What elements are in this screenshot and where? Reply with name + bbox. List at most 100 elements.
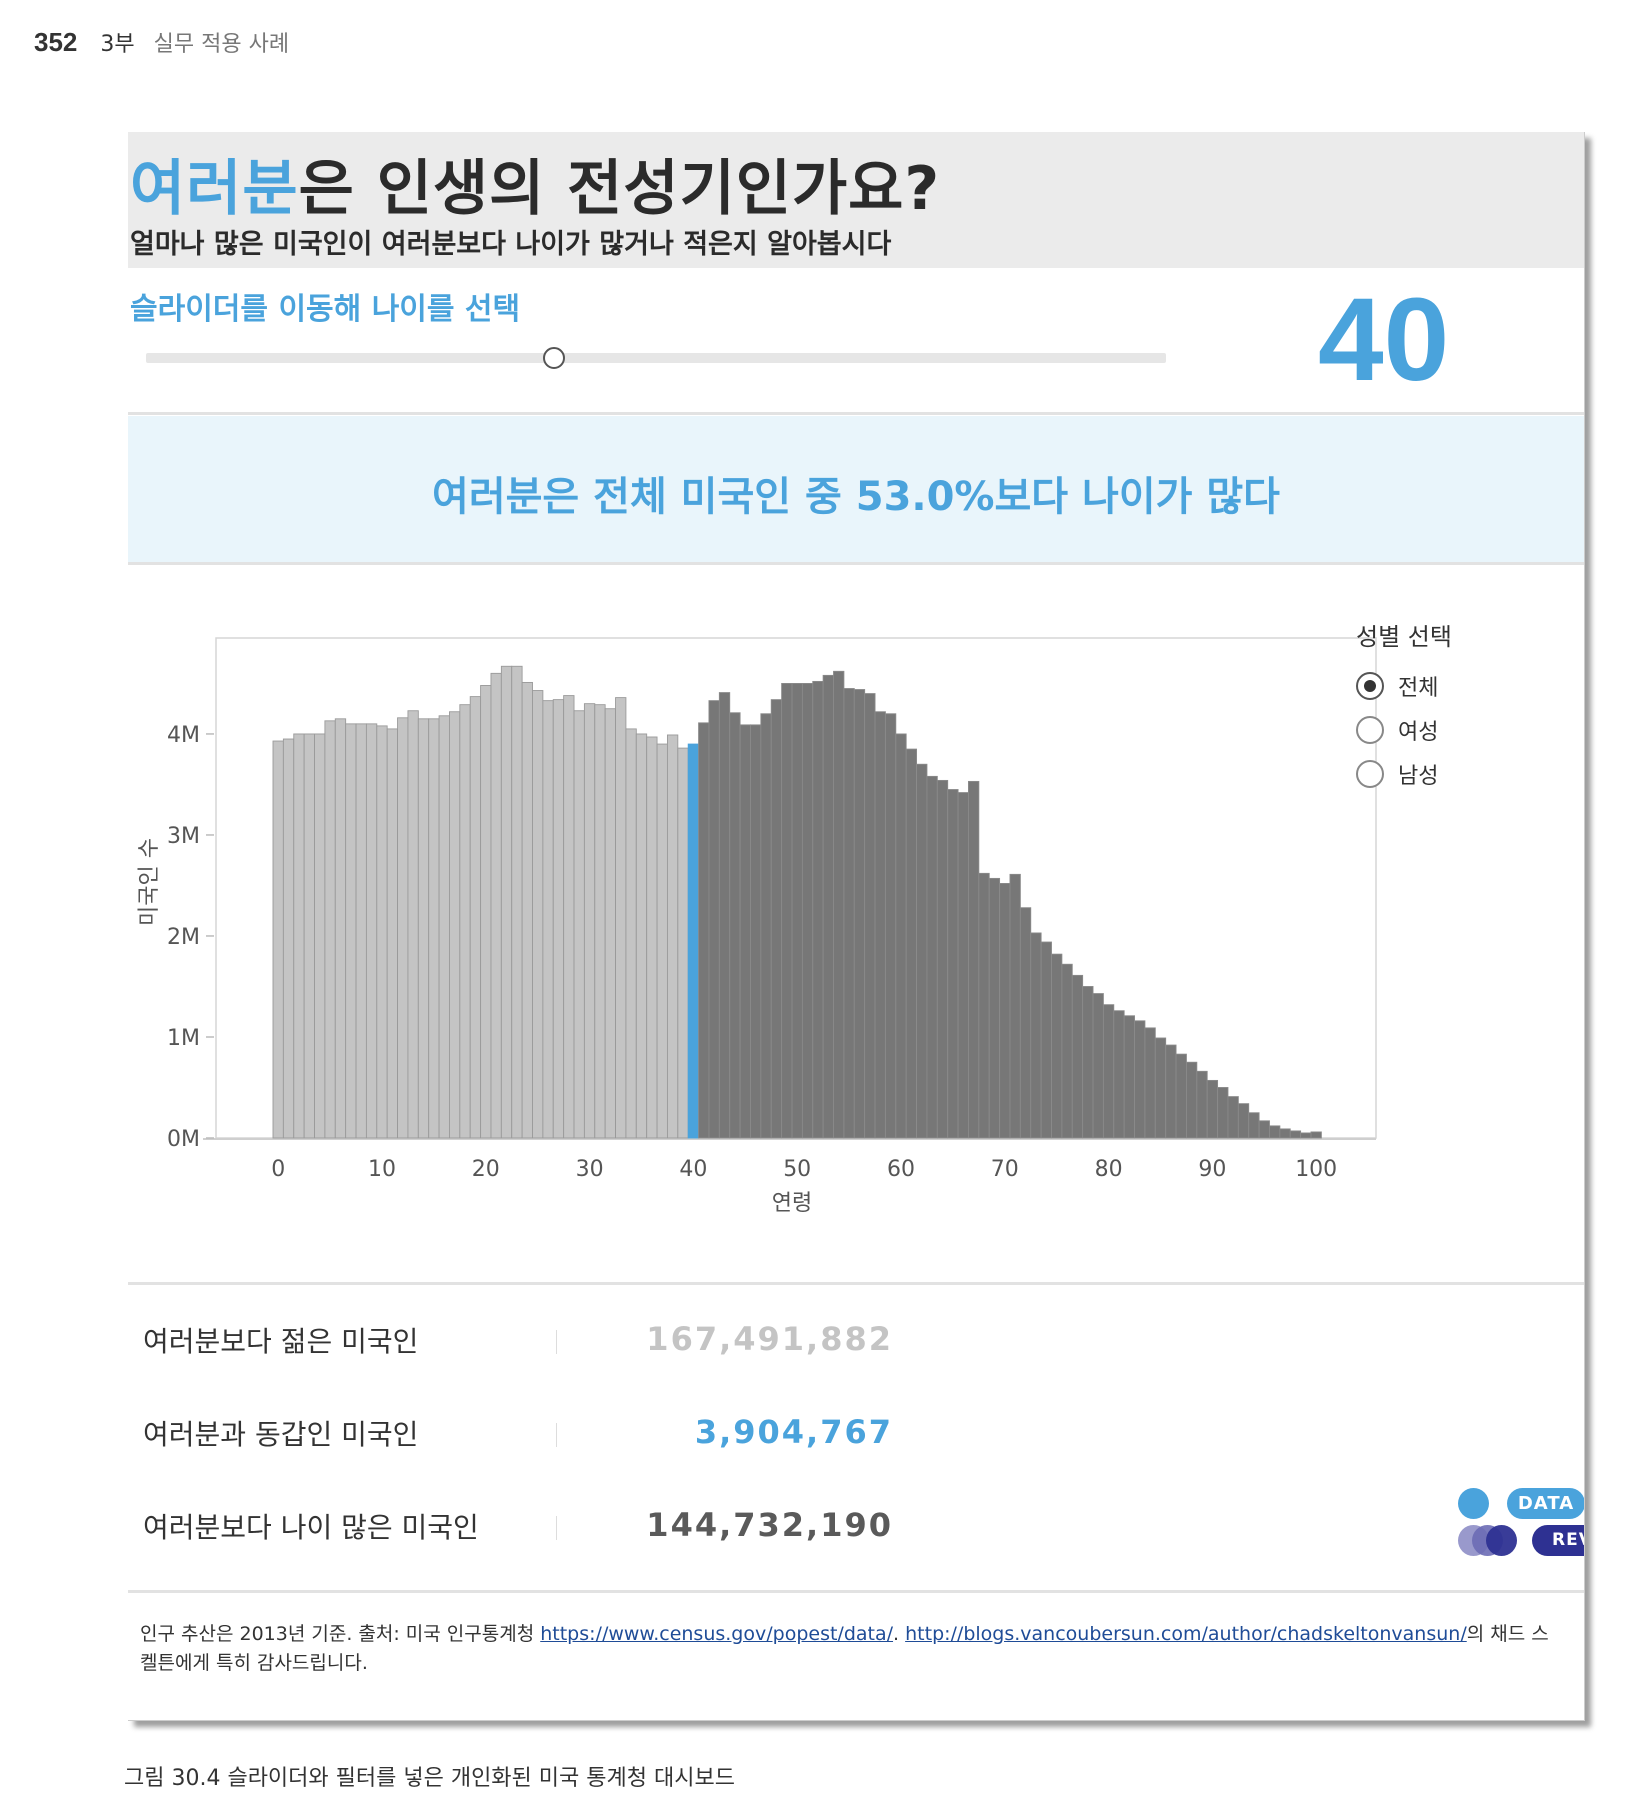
histogram-bar (334, 718, 347, 1139)
histogram-bar (656, 743, 668, 1139)
histogram-bar (1030, 932, 1042, 1139)
age-slider-handle[interactable] (543, 347, 565, 369)
histogram-bar (1175, 1053, 1187, 1139)
histogram-bar (947, 789, 959, 1139)
histogram-bar (303, 733, 315, 1139)
histogram-bar (801, 682, 814, 1139)
histogram-bar (1019, 907, 1032, 1139)
histogram-bar (833, 670, 845, 1139)
stat-value: 3,904,767 (694, 1413, 893, 1451)
histogram-bar (1310, 1131, 1322, 1139)
histogram-bar (272, 740, 284, 1139)
y-tick-label: 1M (167, 1026, 200, 1051)
y-tick-label: 0M (167, 1127, 200, 1152)
histogram-bar (677, 747, 689, 1139)
histogram-bar (822, 674, 834, 1139)
result-banner: 여러분은 전체 미국인 중 53.0%보다 나이가 많다 (128, 416, 1584, 562)
histogram-bar (1154, 1037, 1167, 1139)
gender-option-male[interactable]: 남성 (1356, 752, 1452, 796)
histogram-bar (1258, 1120, 1270, 1139)
histogram-bar (1196, 1070, 1208, 1139)
histogram-bar (999, 883, 1011, 1139)
histogram-bar (438, 715, 450, 1139)
histogram-bar (1227, 1096, 1239, 1139)
histogram-bar (1269, 1125, 1281, 1139)
histogram-bar (615, 697, 627, 1139)
histogram-bar (1123, 1015, 1135, 1139)
histogram-bar (417, 718, 430, 1139)
title-rest: 은 인생의 전성기인가요? (298, 154, 941, 224)
histogram-bar (563, 695, 575, 1139)
footnote-text: 인구 추산은 2013년 기준. 출처: 미국 인구통계청 (140, 1623, 541, 1645)
histogram-bar (1185, 1061, 1198, 1139)
x-axis-label: 연령 (772, 1191, 812, 1216)
vancouver-sun-link[interactable]: http://blogs.vancoubersun.com/author/cha… (905, 1623, 1467, 1645)
stat-row-older: 여러분보다 나이 많은 미국인 144,732,190 (143, 1506, 1043, 1546)
radio-button[interactable] (1356, 716, 1384, 744)
histogram-bar (1102, 1004, 1115, 1139)
x-tick-label: 50 (783, 1157, 811, 1182)
dashboard-subtitle: 얼마나 많은 미국인이 여러분보다 나이가 많거나 적은지 알아봅시다 (130, 229, 892, 260)
histogram-bar (853, 689, 866, 1139)
histogram-bar (365, 723, 378, 1139)
histogram-bar (1144, 1027, 1156, 1139)
divider (128, 562, 1584, 565)
dashboard-title: 여러분은 인생의 전성기인가요? (130, 140, 940, 227)
histogram-bar (1082, 986, 1094, 1139)
stat-separator (556, 1516, 557, 1540)
histogram-bar (480, 685, 492, 1139)
stat-label: 여러분보다 젊은 미국인 (143, 1325, 419, 1358)
radio-label: 전체 (1398, 676, 1439, 701)
histogram-bar (511, 665, 523, 1139)
histogram-bar (459, 704, 471, 1139)
histogram-bar (708, 700, 720, 1139)
histogram-bar (1300, 1132, 1312, 1139)
gender-filter-title: 성별 선택 (1356, 623, 1452, 651)
histogram-bar (698, 722, 710, 1139)
histogram-bar (1165, 1044, 1177, 1139)
histogram-bar (397, 717, 409, 1139)
gender-filter: 성별 선택 전체 여성 남성 (1356, 617, 1452, 796)
age-histogram: 0M 1M 2M 3M 4M 0 10 20 30 40 50 60 70 80 90 100 연령 미국인 수 (128, 572, 1584, 1252)
x-tick-label: 0 (271, 1157, 285, 1182)
y-axis-label: 미국인 수 (137, 838, 162, 926)
selected-age-value: 40 (1318, 274, 1450, 406)
section-label: 실무 적용 사례 (153, 32, 290, 57)
y-tick-label: 2M (167, 925, 200, 950)
x-tick-label: 90 (1198, 1157, 1226, 1182)
histogram-bar (469, 696, 482, 1139)
stat-row-same-age: 여러분과 동갑인 미국인 3,904,767 (143, 1413, 1043, 1453)
radio-button[interactable] (1356, 760, 1384, 788)
histogram-bar (718, 692, 731, 1139)
histogram-bar (1134, 1020, 1146, 1139)
histogram-bar (812, 680, 824, 1139)
stat-separator (556, 1330, 557, 1354)
hero-header: 여러분은 인생의 전성기인가요? 얼마나 많은 미국인이 여러분보다 나이가 많… (128, 132, 1584, 268)
logo-data-pill: DATA (1507, 1488, 1584, 1519)
divider (128, 1282, 1584, 1285)
histogram-bar (646, 736, 658, 1139)
age-slider-track[interactable] (146, 353, 1166, 363)
histogram-bar (843, 688, 855, 1139)
gender-option-all[interactable]: 전체 (1356, 664, 1452, 708)
histogram-bar (500, 665, 513, 1139)
histogram-bar (791, 682, 803, 1139)
stat-value: 144,732,190 (646, 1506, 893, 1544)
slider-label: 슬라이더를 이동해 나이를 선택 (130, 292, 521, 327)
stat-label: 여러분보다 나이 많은 미국인 (143, 1511, 479, 1544)
radio-button[interactable] (1356, 672, 1384, 700)
gender-option-female[interactable]: 여성 (1356, 708, 1452, 752)
census-link[interactable]: https://www.census.gov/popest/data/ (540, 1623, 894, 1645)
footnote-text: 의 채드 스켈튼에게 특히 감사드립니다. (140, 1623, 1549, 1674)
x-tick-label: 10 (368, 1157, 396, 1182)
footnote-text: . (893, 1623, 906, 1645)
x-tick-label: 100 (1295, 1157, 1337, 1182)
histogram-bar (490, 672, 502, 1139)
histogram-bar (635, 733, 648, 1139)
histogram-bar (781, 682, 793, 1139)
histogram-bar (916, 763, 928, 1139)
histogram-bar (957, 792, 969, 1139)
histogram-bar (864, 693, 876, 1139)
x-tick-label: 40 (679, 1157, 707, 1182)
x-tick-label: 80 (1095, 1157, 1123, 1182)
